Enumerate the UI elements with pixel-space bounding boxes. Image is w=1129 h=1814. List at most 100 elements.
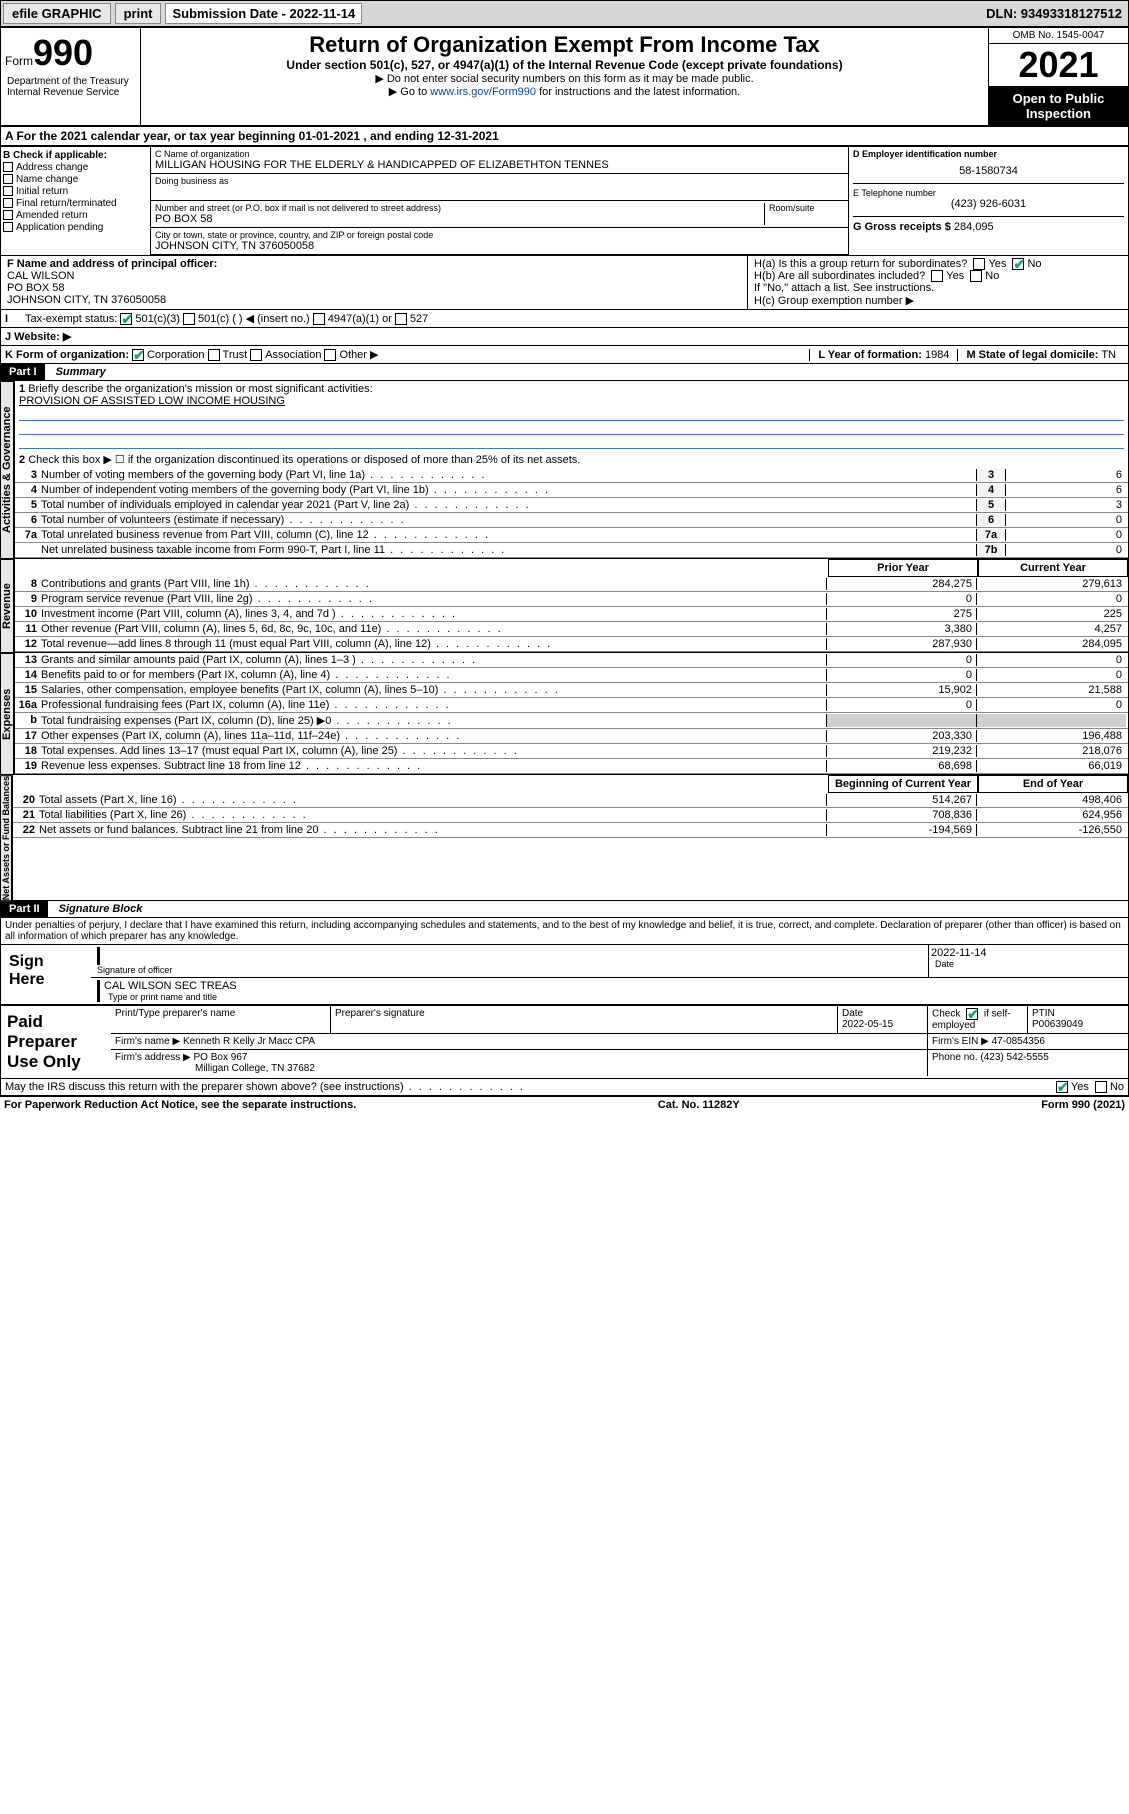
data-line: 22Net assets or fund balances. Subtract …: [13, 823, 1128, 838]
open-public-badge: Open to Public Inspection: [989, 87, 1128, 125]
form-header: Form990 Department of the Treasury Inter…: [0, 27, 1129, 126]
chk-corp[interactable]: [132, 349, 144, 361]
phone-label: E Telephone number: [853, 188, 1124, 198]
gross-receipts-value: 284,095: [954, 221, 994, 233]
data-line: 20Total assets (Part X, line 16)514,2674…: [13, 793, 1128, 808]
org-name: MILLIGAN HOUSING FOR THE ELDERLY & HANDI…: [155, 159, 844, 171]
chk-501c[interactable]: [183, 313, 195, 325]
col-current-year: Current Year: [978, 559, 1128, 577]
prep-date: 2022-05-15: [842, 1019, 893, 1030]
chk-4947[interactable]: [313, 313, 325, 325]
data-line: 9Program service revenue (Part VIII, lin…: [15, 592, 1128, 607]
section-j: J Website: ▶: [0, 328, 1129, 346]
chk-527[interactable]: [395, 313, 407, 325]
prep-sig-label: Preparer's signature: [331, 1006, 838, 1033]
discuss-row: May the IRS discuss this return with the…: [0, 1079, 1129, 1096]
firm-addr1: PO Box 967: [194, 1052, 248, 1063]
sidebar-governance: Activities & Governance: [0, 381, 14, 559]
chk-final[interactable]: Final return/terminated: [3, 198, 148, 209]
hb-row: H(b) Are all subordinates included? Yes …: [754, 270, 1122, 282]
gov-line: 7aTotal unrelated business revenue from …: [15, 528, 1128, 543]
data-line: 17Other expenses (Part IX, column (A), l…: [15, 729, 1128, 744]
officer-addr1: PO BOX 58: [7, 282, 741, 294]
data-line: 8Contributions and grants (Part VIII, li…: [15, 577, 1128, 592]
form-number: 990: [33, 32, 93, 73]
col-begin-year: Beginning of Current Year: [828, 775, 978, 793]
gov-line: Net unrelated business taxable income fr…: [15, 543, 1128, 558]
ha-row: H(a) Is this a group return for subordin…: [754, 258, 1122, 270]
governance-section: Activities & Governance 1 Briefly descri…: [0, 381, 1129, 559]
section-b-title: B Check if applicable:: [3, 150, 148, 161]
firm-addr2: Milligan College, TN 37682: [195, 1063, 315, 1074]
part2-header: Part II Signature Block: [0, 901, 1129, 918]
paid-preparer-block: Paid Preparer Use Only Print/Type prepar…: [0, 1005, 1129, 1079]
data-line: 13Grants and similar amounts paid (Part …: [15, 653, 1128, 668]
chk-discuss-yes[interactable]: [1056, 1081, 1068, 1093]
sig-date: 2022-11-14: [931, 947, 1126, 959]
chk-amended[interactable]: Amended return: [3, 210, 148, 221]
officer-name-title: CAL WILSON SEC TREAS: [104, 980, 1126, 992]
efile-label[interactable]: efile GRAPHIC: [3, 3, 111, 24]
data-line: 12Total revenue—add lines 8 through 11 (…: [15, 637, 1128, 652]
section-b-block: B Check if applicable: Address change Na…: [0, 146, 1129, 256]
firm-phone: (423) 542-5555: [980, 1052, 1048, 1063]
irs-link[interactable]: www.irs.gov/Form990: [430, 86, 536, 98]
gov-line: 5Total number of individuals employed in…: [15, 498, 1128, 513]
form-label: Form: [5, 54, 33, 68]
chk-501c3[interactable]: [120, 313, 132, 325]
sig-officer-label: Signature of officer: [93, 965, 926, 975]
room-label: Room/suite: [764, 203, 844, 225]
ein-value: 58-1580734: [853, 159, 1124, 183]
sidebar-revenue: Revenue: [0, 559, 14, 653]
chk-assoc[interactable]: [250, 349, 262, 361]
form-title: Return of Organization Exempt From Incom…: [145, 32, 984, 58]
chk-pending[interactable]: Application pending: [3, 222, 148, 233]
mission-text: PROVISION OF ASSISTED LOW INCOME HOUSING: [19, 395, 1124, 407]
data-line: 19Revenue less expenses. Subtract line 1…: [15, 759, 1128, 774]
gross-receipts-label: G Gross receipts $: [853, 221, 951, 233]
chk-addr-change[interactable]: Address change: [3, 162, 148, 173]
chk-discuss-no[interactable]: [1095, 1081, 1107, 1093]
subtitle-2: ▶ Do not enter social security numbers o…: [145, 72, 984, 85]
declaration-text: Under penalties of perjury, I declare th…: [0, 918, 1129, 945]
hb-note: If "No," attach a list. See instructions…: [754, 282, 1122, 294]
section-klm: K Form of organization: Corporation Trus…: [0, 346, 1129, 364]
self-employed-label: Check if self-employed: [928, 1006, 1028, 1033]
prep-name-label: Print/Type preparer's name: [111, 1006, 331, 1033]
officer-name: CAL WILSON: [7, 270, 741, 282]
paid-preparer-label: Paid Preparer Use Only: [1, 1006, 111, 1078]
print-button[interactable]: print: [115, 3, 162, 24]
officer-addr2: JOHNSON CITY, TN 376050058: [7, 294, 741, 306]
line-a: A For the 2021 calendar year, or tax yea…: [0, 126, 1129, 146]
sign-here-label: Sign Here: [1, 945, 91, 1004]
net-assets-section: Net Assets or Fund Balances Beginning of…: [0, 775, 1129, 901]
data-line: 16aProfessional fundraising fees (Part I…: [15, 698, 1128, 713]
dln-label: DLN: 93493318127512: [980, 4, 1128, 23]
form-footer: Form 990 (2021): [1041, 1099, 1125, 1111]
type-name-label: Type or print name and title: [104, 992, 1126, 1002]
expenses-section: Expenses 13Grants and similar amounts pa…: [0, 653, 1129, 775]
top-toolbar: efile GRAPHIC print Submission Date - 20…: [0, 0, 1129, 27]
subtitle-3: ▶ Go to www.irs.gov/Form990 for instruct…: [145, 85, 984, 98]
data-line: 14Benefits paid to or for members (Part …: [15, 668, 1128, 683]
footer: For Paperwork Reduction Act Notice, see …: [0, 1096, 1129, 1113]
cat-number: Cat. No. 11282Y: [658, 1099, 740, 1111]
dept-label: Department of the Treasury Internal Reve…: [5, 74, 145, 100]
data-line: 10Investment income (Part VIII, column (…: [15, 607, 1128, 622]
sidebar-net-assets: Net Assets or Fund Balances: [0, 775, 12, 901]
part1-header: Part I Summary: [0, 364, 1129, 381]
chk-name-change[interactable]: Name change: [3, 174, 148, 185]
dba-label: Doing business as: [155, 176, 844, 186]
line2-text: Check this box ▶ ☐ if the organization d…: [28, 454, 580, 466]
omb-number: OMB No. 1545-0047: [989, 28, 1128, 44]
chk-other[interactable]: [324, 349, 336, 361]
org-name-label: C Name of organization: [155, 149, 844, 159]
data-line: 18Total expenses. Add lines 13–17 (must …: [15, 744, 1128, 759]
ein-label: D Employer identification number: [853, 149, 1124, 159]
chk-initial[interactable]: Initial return: [3, 186, 148, 197]
submission-date: Submission Date - 2022-11-14: [165, 3, 362, 24]
phone-value: (423) 926-6031: [853, 198, 1124, 210]
col-end-year: End of Year: [978, 775, 1128, 793]
chk-trust[interactable]: [208, 349, 220, 361]
tax-year: 2021: [989, 44, 1128, 87]
